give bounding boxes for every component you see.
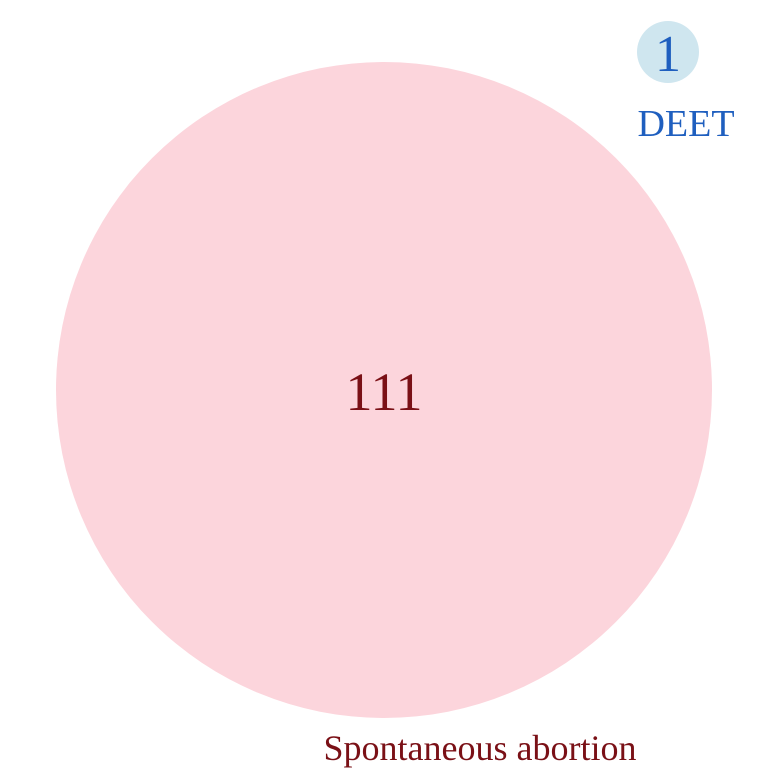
deet-circle bbox=[637, 21, 699, 83]
spontaneous-abortion-count: 111 bbox=[346, 362, 423, 422]
spontaneous-abortion-circle bbox=[56, 62, 712, 718]
deet-label: DEET bbox=[637, 103, 734, 145]
spontaneous-abortion-label: Spontaneous abortion bbox=[324, 728, 637, 768]
deet-count: 1 bbox=[655, 26, 681, 83]
